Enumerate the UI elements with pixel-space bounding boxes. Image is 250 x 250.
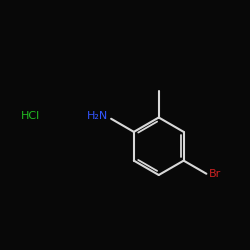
Text: Br: Br xyxy=(209,169,221,179)
Text: H₂N: H₂N xyxy=(87,111,108,121)
Text: HCl: HCl xyxy=(21,111,40,121)
